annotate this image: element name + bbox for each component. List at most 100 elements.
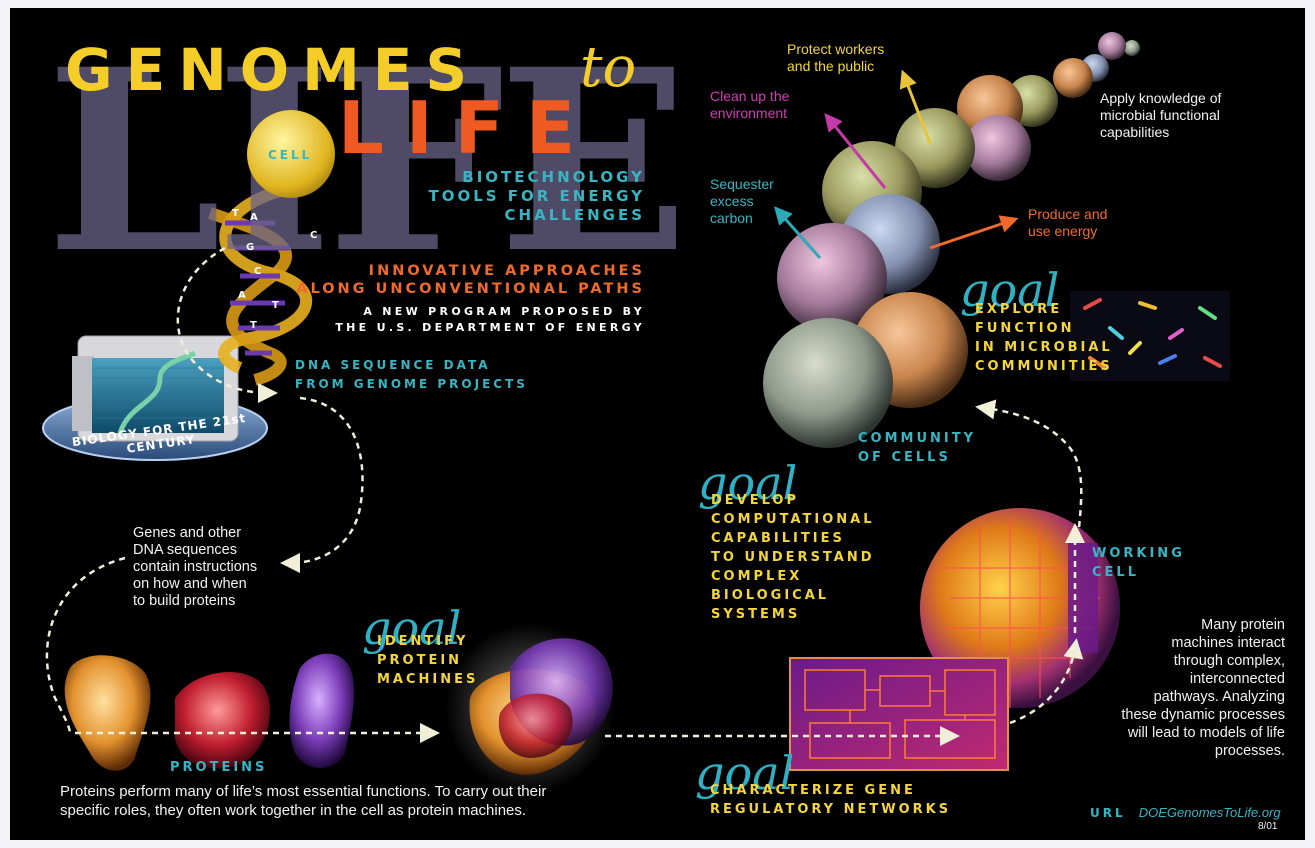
subtitle-line: TOOLS FOR ENERGY	[428, 187, 645, 205]
machines-line: through complex,	[1173, 653, 1285, 669]
produce-energy-text: Produce and use energy	[1028, 206, 1107, 240]
circuit-board	[789, 657, 1009, 771]
working-cell-line: WORKING	[1092, 546, 1185, 561]
dna-letter: C	[310, 230, 318, 241]
energy-line: Produce and	[1028, 206, 1108, 222]
dna-sequence-line: DNA SEQUENCE DATA	[295, 358, 491, 372]
poster: LIFE GENOMES to LIFE CELL BIOTECHNOLOGY …	[10, 8, 1305, 840]
goal-line: CAPABILITIES	[711, 531, 845, 546]
community-spheres	[763, 32, 1140, 448]
proteins-description-line: Proteins perform many of life’s most ess…	[60, 783, 547, 800]
protect-line: and the public	[787, 58, 875, 74]
program-proposal: A NEW PROGRAM PROPOSED BY THE U.S. DEPAR…	[275, 304, 645, 336]
dna-sequence-label: DNA SEQUENCE DATA FROM GENOME PROJECTS	[295, 356, 528, 394]
dna-letter: G	[246, 242, 255, 253]
date-label: 8/01	[1258, 821, 1278, 832]
apply-line: capabilities	[1100, 124, 1170, 140]
sequester-line: carbon	[710, 210, 753, 226]
goal-line: COMPUTATIONAL	[711, 512, 875, 527]
goal-develop-computational: DEVELOP COMPUTATIONAL CAPABILITIES TO UN…	[711, 491, 875, 624]
sequester-carbon-text: Sequester excess carbon	[710, 176, 774, 227]
goal-line: FUNCTION	[975, 321, 1075, 336]
sequester-line: excess	[710, 193, 754, 209]
machines-line: Many protein	[1201, 617, 1285, 633]
genes-text: Genes and other DNA sequences contain in…	[133, 525, 257, 610]
machines-line: machines interact	[1171, 635, 1285, 651]
proteins-description: Proteins perform many of life’s most ess…	[60, 782, 546, 820]
arrow-cleanup	[824, 113, 887, 189]
machines-line: these dynamic processes	[1121, 707, 1285, 723]
dna-letter: T	[232, 208, 239, 219]
goal-line: IN MICROBIAL	[975, 340, 1113, 355]
microbes-image	[1070, 291, 1230, 381]
working-cell-label: WORKING CELL	[1092, 544, 1185, 582]
working-cell-line: CELL	[1092, 565, 1139, 580]
goal-line: MACHINES	[377, 672, 479, 687]
sequester-line: Sequester	[710, 176, 774, 192]
computer-illustration	[42, 335, 268, 461]
subtitle-line: BIOTECHNOLOGY	[462, 168, 645, 186]
protect-workers-text: Protect workers and the public	[787, 41, 884, 75]
machines-line: will lead to models of life	[1127, 725, 1285, 741]
genes-line: to build proteins	[133, 593, 236, 609]
genes-line: Genes and other	[133, 525, 242, 541]
machines-line: interconnected	[1189, 671, 1285, 687]
dna-letter: T	[272, 300, 279, 311]
goal-line: BIOLOGICAL	[711, 588, 830, 603]
goal-line: CHARACTERIZE GENE	[710, 783, 916, 798]
machines-line: processes.	[1214, 743, 1285, 759]
goal-line: COMMUNITIES	[975, 359, 1113, 374]
protein-machines-text: Many protein machines interact through c…	[1060, 616, 1285, 760]
dna-letter: A	[250, 212, 258, 223]
arrow-sequester	[774, 206, 822, 259]
goal-explore-microbial: EXPLORE FUNCTION IN MICROBIAL COMMUNITIE…	[975, 300, 1113, 376]
arrow-protect	[899, 69, 932, 144]
program-line: THE U.S. DEPARTMENT OF ENERGY	[335, 321, 645, 334]
url-row: URL DOEGenomesToLife.org	[1090, 802, 1281, 823]
cleanup-line: environment	[710, 105, 788, 121]
cell-sphere	[247, 110, 335, 198]
goal-word: goal	[698, 456, 798, 510]
goal-line: REGULATORY NETWORKS	[710, 802, 952, 817]
title-life: LIFE	[338, 86, 598, 170]
goal-line: EXPLORE	[975, 302, 1063, 317]
apply-line: microbial functional	[1100, 107, 1220, 123]
goal-line: DEVELOP	[711, 493, 800, 508]
background-life-word: LIFE	[46, 14, 689, 308]
energy-line: use energy	[1028, 223, 1098, 239]
goal-line: PROTEIN	[377, 653, 463, 668]
url-link[interactable]: DOEGenomesToLife.org	[1138, 805, 1281, 820]
goal-identify-protein-machines: IDENTIFY PROTEIN MACHINES	[377, 632, 478, 689]
community-line: COMMUNITY	[858, 431, 977, 446]
goal-line: TO UNDERSTAND	[711, 550, 875, 565]
community-of-cells-label: COMMUNITY OF CELLS	[858, 429, 976, 467]
dna-letter: T	[250, 320, 257, 331]
protein-shapes	[64, 623, 615, 793]
cell-label: CELL	[268, 148, 313, 162]
url-label: URL	[1090, 806, 1126, 820]
dna-letter: C	[254, 266, 262, 277]
proteins-description-line: specific roles, they often work together…	[60, 802, 527, 819]
proteins-label: PROTEINS	[170, 760, 268, 775]
innovative-approaches: INNOVATIVE APPROACHES ALONG UNCONVENTION…	[265, 262, 645, 298]
community-line: OF CELLS	[858, 450, 951, 465]
title-to: to	[580, 35, 637, 100]
protect-line: Protect workers	[787, 41, 885, 57]
genes-line: DNA sequences	[133, 542, 237, 558]
genes-line: contain instructions	[133, 559, 258, 575]
title-genomes: GENOMES	[65, 36, 481, 104]
cleanup-line: Clean up the	[710, 88, 790, 104]
machines-line: pathways. Analyzing	[1153, 689, 1285, 705]
apply-line: Apply knowledge of	[1100, 90, 1222, 106]
subtitle: BIOTECHNOLOGY TOOLS FOR ENERGY CHALLENGE…	[355, 168, 645, 225]
genes-line: on how and when	[133, 576, 247, 592]
goal-line: IDENTIFY	[377, 634, 469, 649]
goal-line: SYSTEMS	[711, 607, 801, 622]
dna-letter: A	[238, 290, 246, 301]
program-line: A NEW PROGRAM PROPOSED BY	[363, 305, 645, 318]
goal-word: goal	[362, 601, 462, 655]
clean-up-text: Clean up the environment	[710, 88, 789, 122]
dna-sequence-line: FROM GENOME PROJECTS	[295, 377, 528, 391]
goal-word: goal	[695, 746, 795, 800]
illustration-layer	[42, 32, 1230, 793]
